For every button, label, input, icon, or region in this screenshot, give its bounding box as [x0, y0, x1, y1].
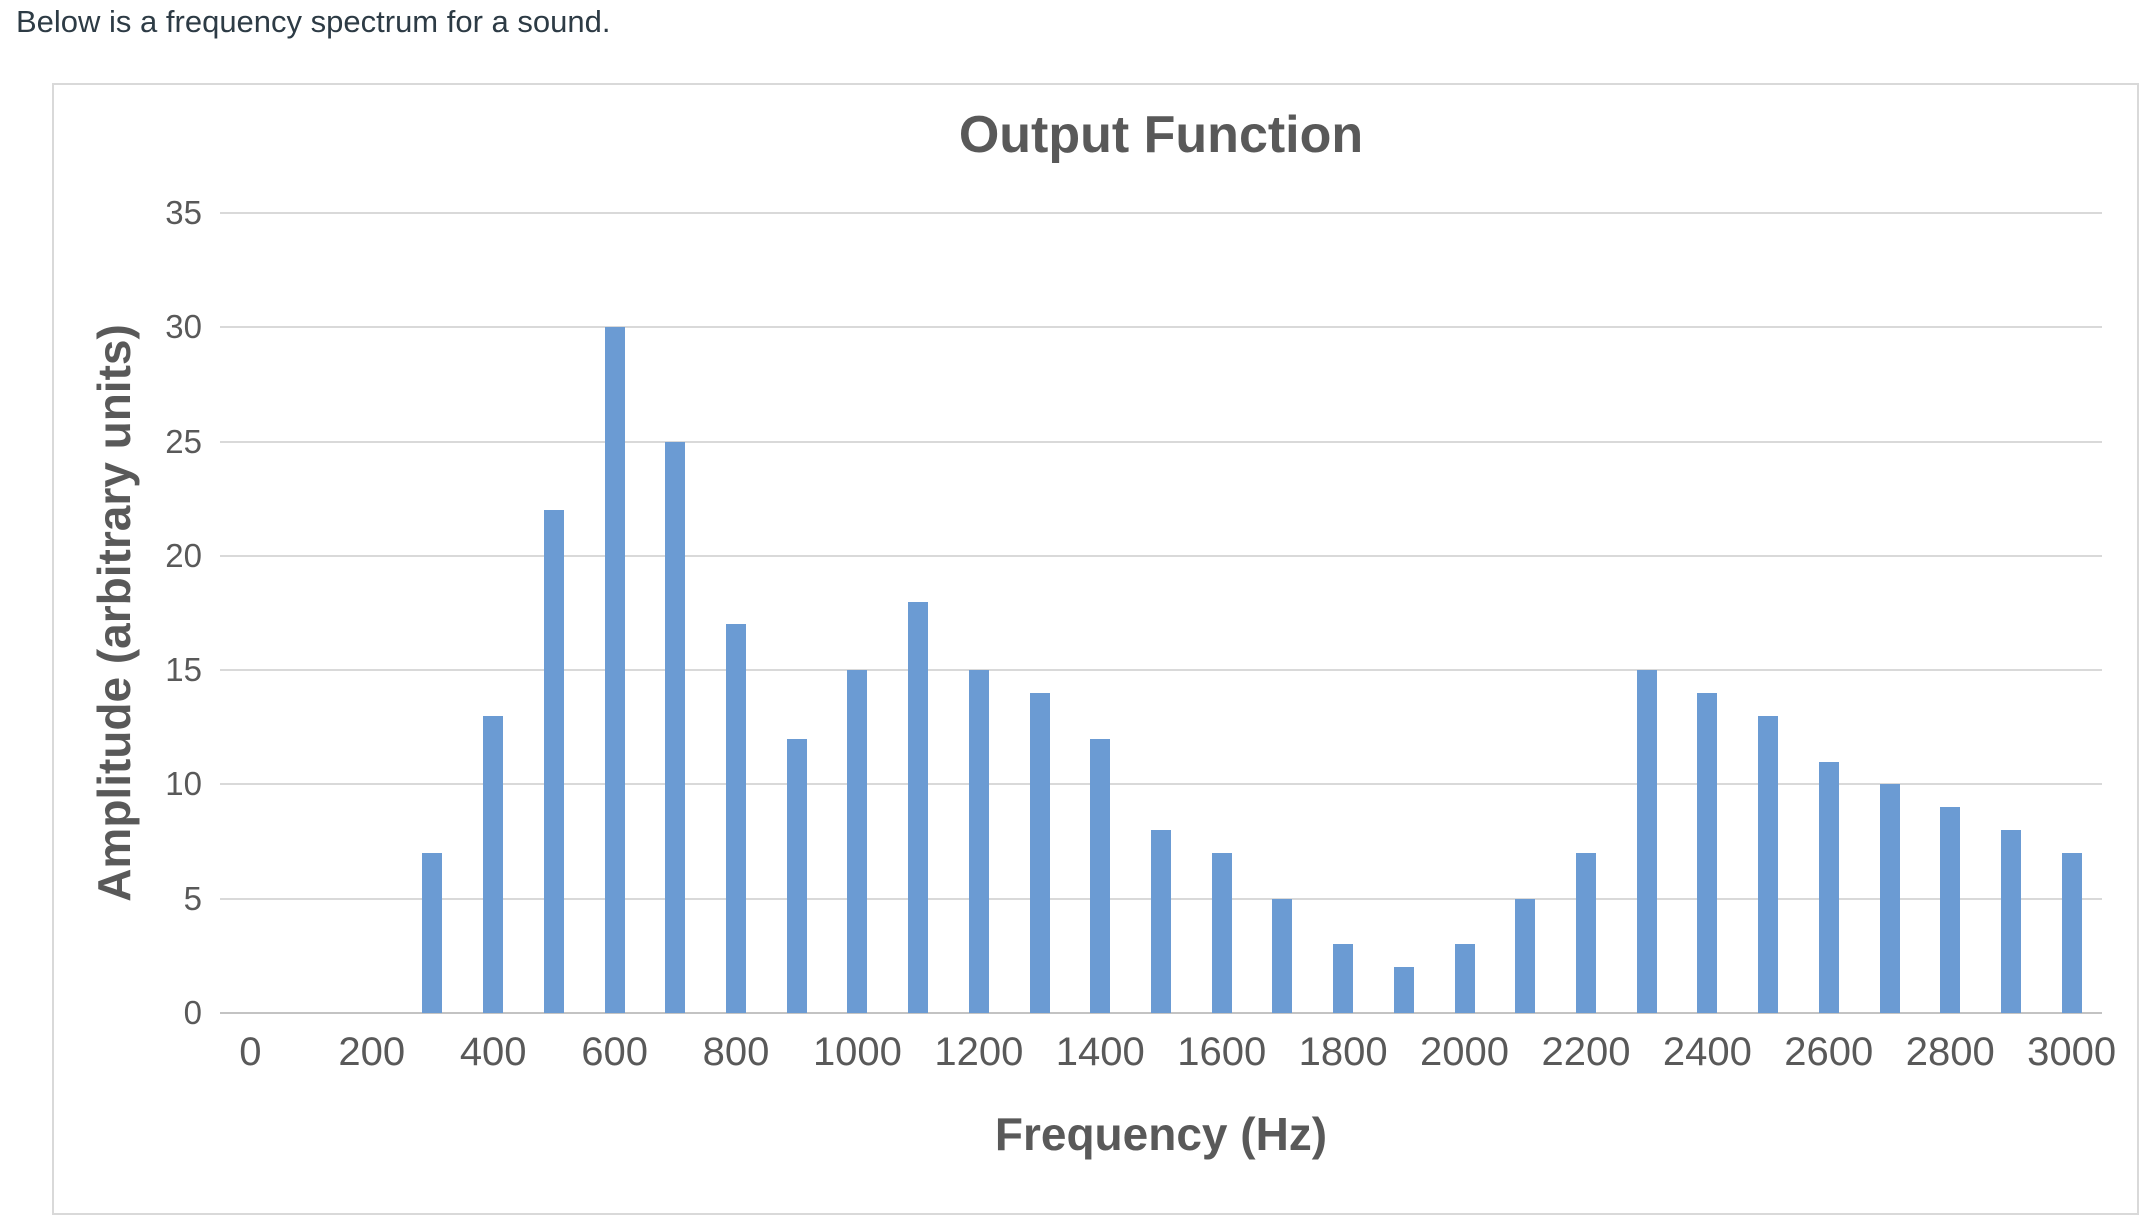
bar-500hz: [543, 510, 564, 1013]
chart-title: Output Function: [958, 106, 1364, 164]
y-tick-label-25: 25: [165, 422, 202, 460]
bar-300hz: [422, 853, 443, 1013]
gridline-15: [220, 669, 2102, 672]
bar-2700hz: [1879, 784, 1900, 1013]
bar-2100hz: [1515, 898, 1536, 1013]
x-tick-label-600: 600: [581, 1030, 648, 1074]
x-tick-label-0: 0: [239, 1030, 262, 1074]
y-tick-label-5: 5: [183, 879, 202, 917]
y-axis-title: Amplitude (arbitrary units): [88, 324, 140, 902]
x-tick-label-1400: 1400: [1055, 1030, 1145, 1074]
bar-1700hz: [1272, 898, 1293, 1013]
x-tick-label-2400: 2400: [1662, 1030, 1752, 1074]
bar-400hz: [483, 715, 504, 1013]
bar-1900hz: [1393, 967, 1414, 1013]
y-tick-label-30: 30: [165, 308, 202, 346]
bar-800hz: [726, 624, 747, 1013]
bar-3000hz: [2061, 853, 2082, 1013]
x-tick-label-1000: 1000: [812, 1030, 902, 1074]
bar-2300hz: [1636, 670, 1657, 1013]
y-tick-label-0: 0: [183, 994, 202, 1031]
y-tick-label-15: 15: [165, 651, 202, 689]
bar-2800hz: [1940, 807, 1961, 1013]
bar-2600hz: [1818, 761, 1839, 1013]
bar-2900hz: [2000, 830, 2021, 1013]
bar-1200hz: [968, 670, 989, 1013]
x-tick-label-1800: 1800: [1298, 1030, 1388, 1074]
y-tick-label-35: 35: [165, 194, 202, 231]
x-tick-label-800: 800: [702, 1030, 770, 1074]
bar-1100hz: [908, 601, 929, 1013]
bar-2500hz: [1758, 715, 1779, 1013]
bar-1500hz: [1151, 830, 1171, 1013]
x-tick-label-2200: 2200: [1541, 1030, 1631, 1074]
x-tick-label-3000: 3000: [2027, 1030, 2117, 1074]
gridline-30: [220, 326, 2102, 329]
x-tick-label-200: 200: [338, 1030, 406, 1074]
intro-text: Below is a frequency spectrum for a soun…: [16, 4, 611, 39]
gridline-10: [220, 783, 2102, 786]
x-axis-title: Frequency (Hz): [994, 1108, 1328, 1160]
bar-700hz: [665, 441, 686, 1013]
bar-1400hz: [1090, 738, 1111, 1013]
bar-1000hz: [847, 670, 868, 1013]
bar-2000hz: [1454, 944, 1475, 1013]
bar-2400hz: [1697, 693, 1718, 1013]
bar-1300hz: [1029, 693, 1050, 1013]
bar-2200hz: [1575, 853, 1596, 1013]
x-tick-label-1600: 1600: [1177, 1030, 1267, 1074]
x-tick-label-1200: 1200: [934, 1030, 1024, 1074]
x-tick-label-400: 400: [459, 1030, 527, 1074]
bar-600hz: [604, 327, 625, 1013]
y-tick-label-10: 10: [165, 765, 202, 803]
bar-900hz: [786, 738, 807, 1013]
bar-1600hz: [1211, 853, 1232, 1013]
bar-1800hz: [1333, 944, 1354, 1013]
x-tick-label-2600: 2600: [1784, 1030, 1874, 1074]
y-tick-label-20: 20: [165, 536, 202, 574]
x-axis-line: [220, 1012, 2102, 1014]
chart-container: Output Function Amplitude (arbitrary uni…: [52, 83, 2139, 1215]
gridline-20: [220, 554, 2102, 557]
gridline-35: [220, 212, 2102, 214]
x-tick-label-2000: 2000: [1420, 1030, 1510, 1074]
gridline-25: [220, 440, 2102, 443]
x-tick-label-2800: 2800: [1905, 1030, 1995, 1074]
